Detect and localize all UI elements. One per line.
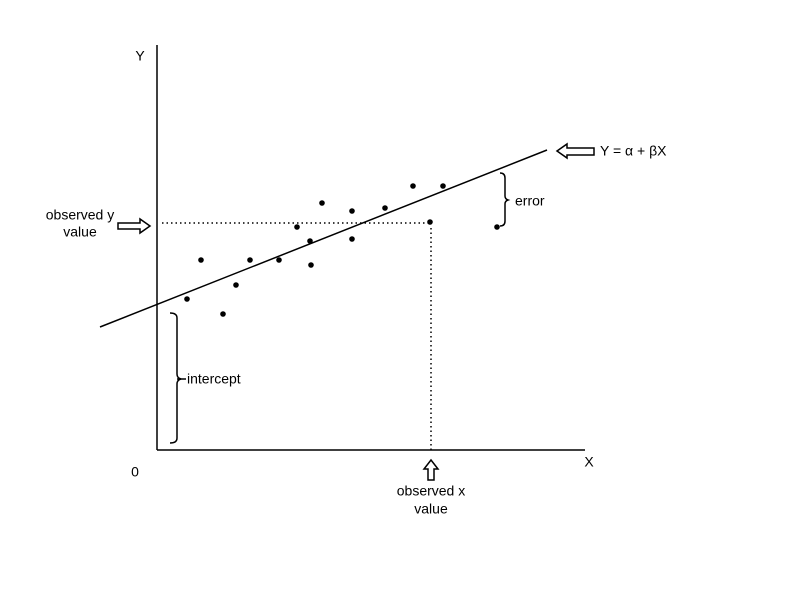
point [494,224,500,230]
observed-x-label: observed x [397,483,465,499]
intercept-bracket [169,312,182,444]
point [440,183,446,189]
point [349,236,355,242]
observed-y-label: value [63,224,97,240]
point [198,257,204,263]
regression-line [99,149,548,328]
points [184,183,500,317]
point [427,219,433,225]
point [247,257,253,263]
point [220,311,226,317]
point [294,224,300,230]
observed-x-label: value [414,501,448,517]
arrow-right [117,217,152,235]
equation-label: Y = α + βX [600,143,667,159]
error-bracket [499,172,511,227]
point [307,238,313,244]
error-label: error [515,193,545,209]
point [308,262,314,268]
intercept-label: intercept [187,371,241,387]
arrow-up [422,458,440,481]
x-axis-label: X [584,454,594,470]
observed-y-label: observed y [46,207,114,223]
point [184,296,190,302]
origin-label: 0 [131,464,139,480]
point [349,208,355,214]
point [276,257,282,263]
y-axis-label: Y [135,48,145,64]
point [410,183,416,189]
point [233,282,239,288]
point [319,200,325,206]
point [382,205,388,211]
arrow-left [555,142,595,160]
